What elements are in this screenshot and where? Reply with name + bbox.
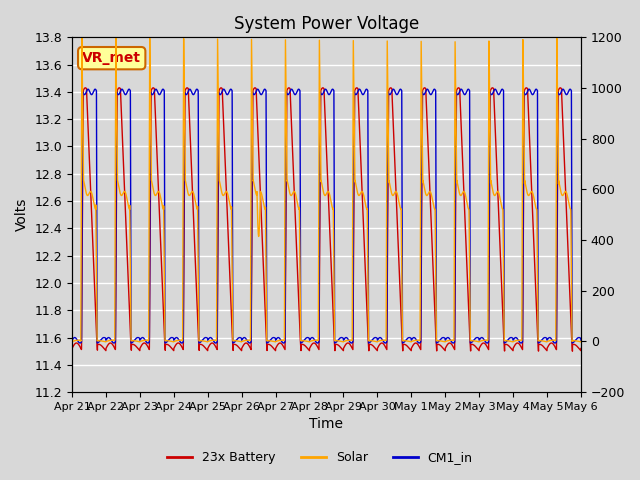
X-axis label: Time: Time [310,418,344,432]
Text: VR_met: VR_met [82,51,141,65]
Legend: 23x Battery, Solar, CM1_in: 23x Battery, Solar, CM1_in [163,446,477,469]
Title: System Power Voltage: System Power Voltage [234,15,419,33]
Y-axis label: Volts: Volts [15,198,29,231]
